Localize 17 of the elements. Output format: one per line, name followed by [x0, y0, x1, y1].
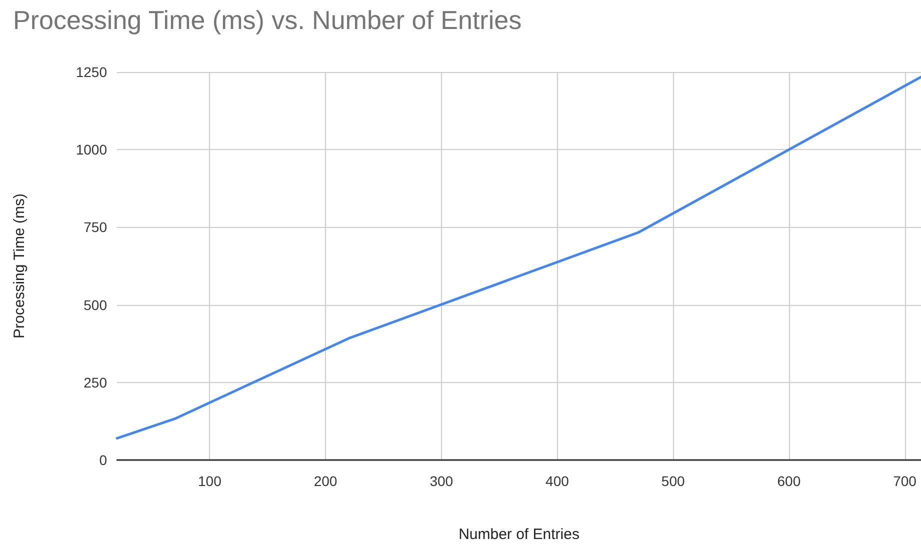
y-tick-label: 250 [84, 374, 108, 390]
x-axis-title: Number of Entries [458, 526, 580, 543]
line-series [116, 76, 921, 440]
y-tick-label: 500 [84, 296, 108, 313]
x-tick-label: 400 [546, 473, 570, 489]
x-tick-label: 200 [314, 473, 338, 489]
y-tick-label: 750 [84, 219, 108, 236]
y-tick-label: 0 [99, 452, 108, 468]
chart-title: Processing Time (ms) vs. Number of Entries [13, 5, 522, 35]
x-tick-label: 100 [198, 473, 222, 489]
x-tick-label: 300 [430, 473, 454, 489]
x-tick-label: 600 [777, 473, 801, 489]
x-tick-label: 700 [893, 473, 917, 489]
y-tick-label: 1250 [76, 64, 108, 80]
y-axis-title: Processing Time (ms) [11, 193, 28, 339]
x-tick-label: 500 [661, 473, 685, 489]
y-tick-label: 1000 [76, 142, 108, 158]
